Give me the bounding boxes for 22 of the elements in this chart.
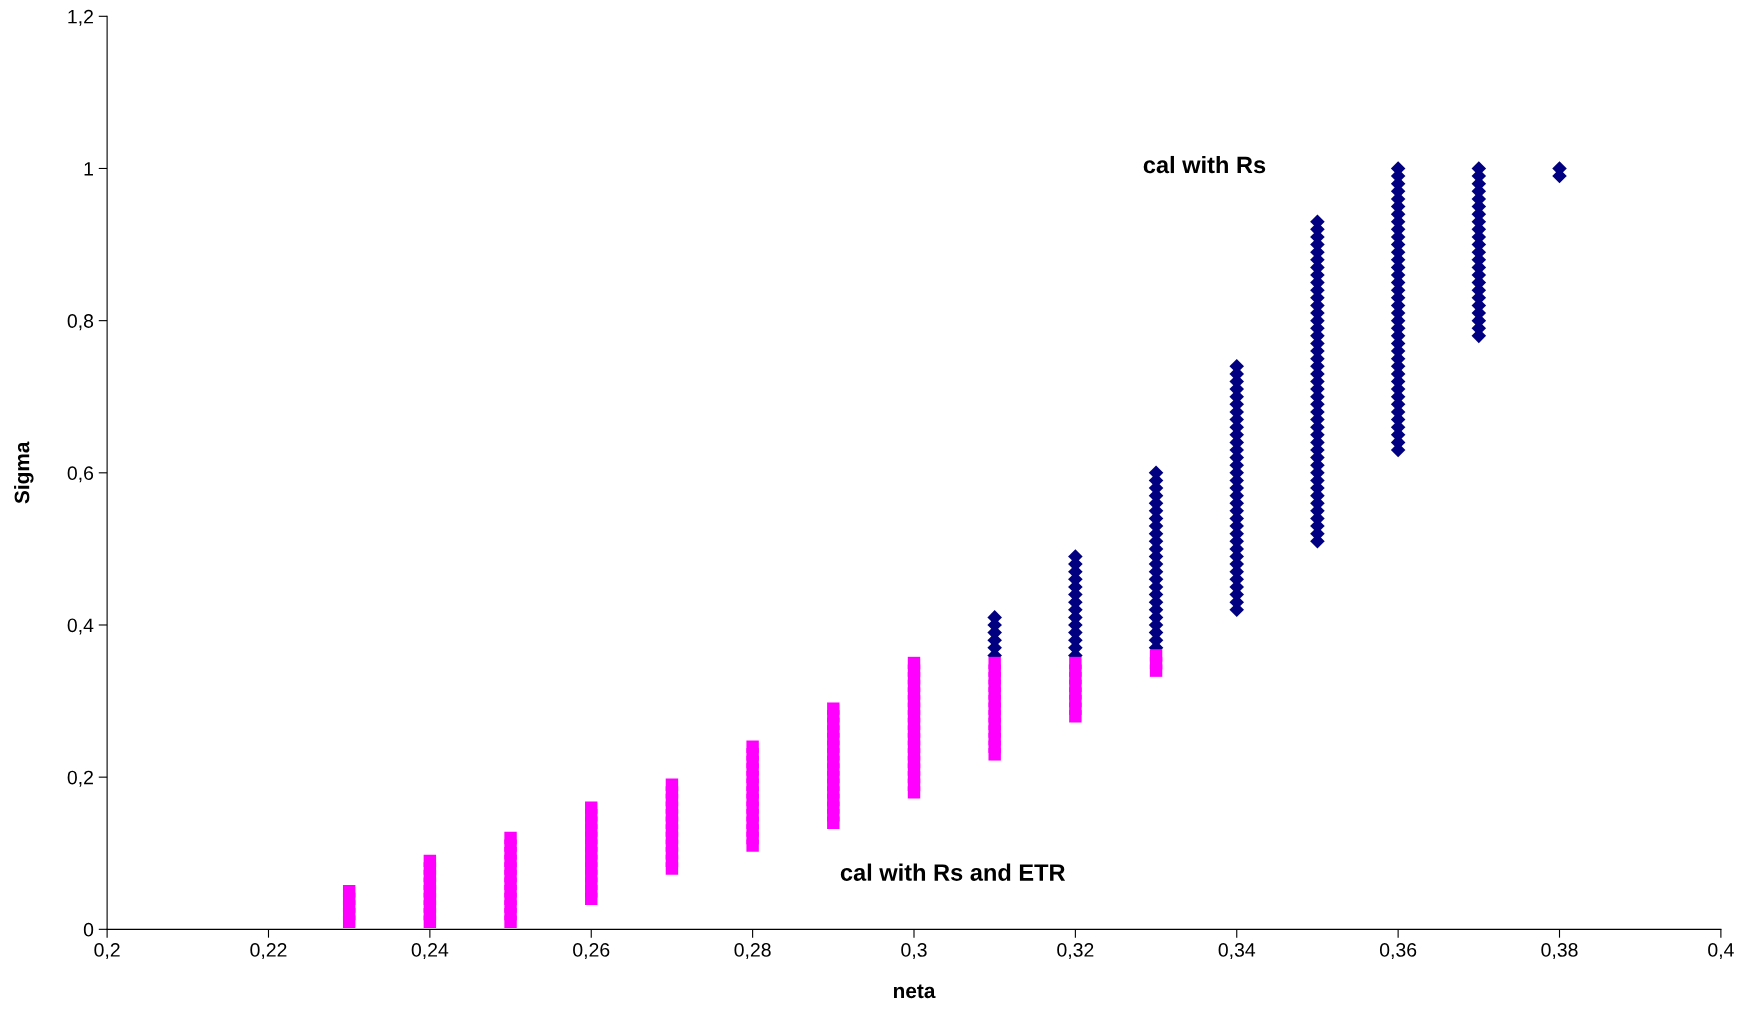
series-label: cal with Rs and ETR — [840, 863, 1066, 881]
y-tick-label: 0 — [83, 922, 94, 937]
y-tick-label: 0,2 — [67, 770, 93, 787]
y-axis-title: Sigma — [14, 441, 34, 504]
x-tick-label: 0,22 — [250, 943, 287, 960]
y-tick-label: 0,4 — [67, 618, 94, 635]
x-tick-label: 0,24 — [411, 943, 449, 960]
x-tick-label: 0,32 — [1057, 943, 1094, 960]
x-axis-title: neta — [893, 984, 936, 999]
x-tick-label: 0,38 — [1541, 943, 1578, 960]
text: cal with Rs — [1143, 155, 1266, 174]
y-tick-label: 1 — [84, 162, 93, 176]
x-tick-label: 0,28 — [734, 943, 771, 960]
y-tick-label: 0,6 — [67, 466, 94, 483]
y-tick-label: 0,8 — [67, 314, 94, 331]
x-tick-label: 0,3 — [901, 943, 927, 960]
x-tick-label: 0,2 — [94, 943, 120, 960]
x-tick-label: 0,34 — [1218, 943, 1256, 960]
x-tick-label: 0,36 — [1379, 943, 1417, 960]
x-tick-label: 0,26 — [573, 943, 610, 960]
x-tick-label: 0,4 — [1708, 943, 1734, 960]
y-tick-label: 1,2 — [68, 9, 93, 26]
